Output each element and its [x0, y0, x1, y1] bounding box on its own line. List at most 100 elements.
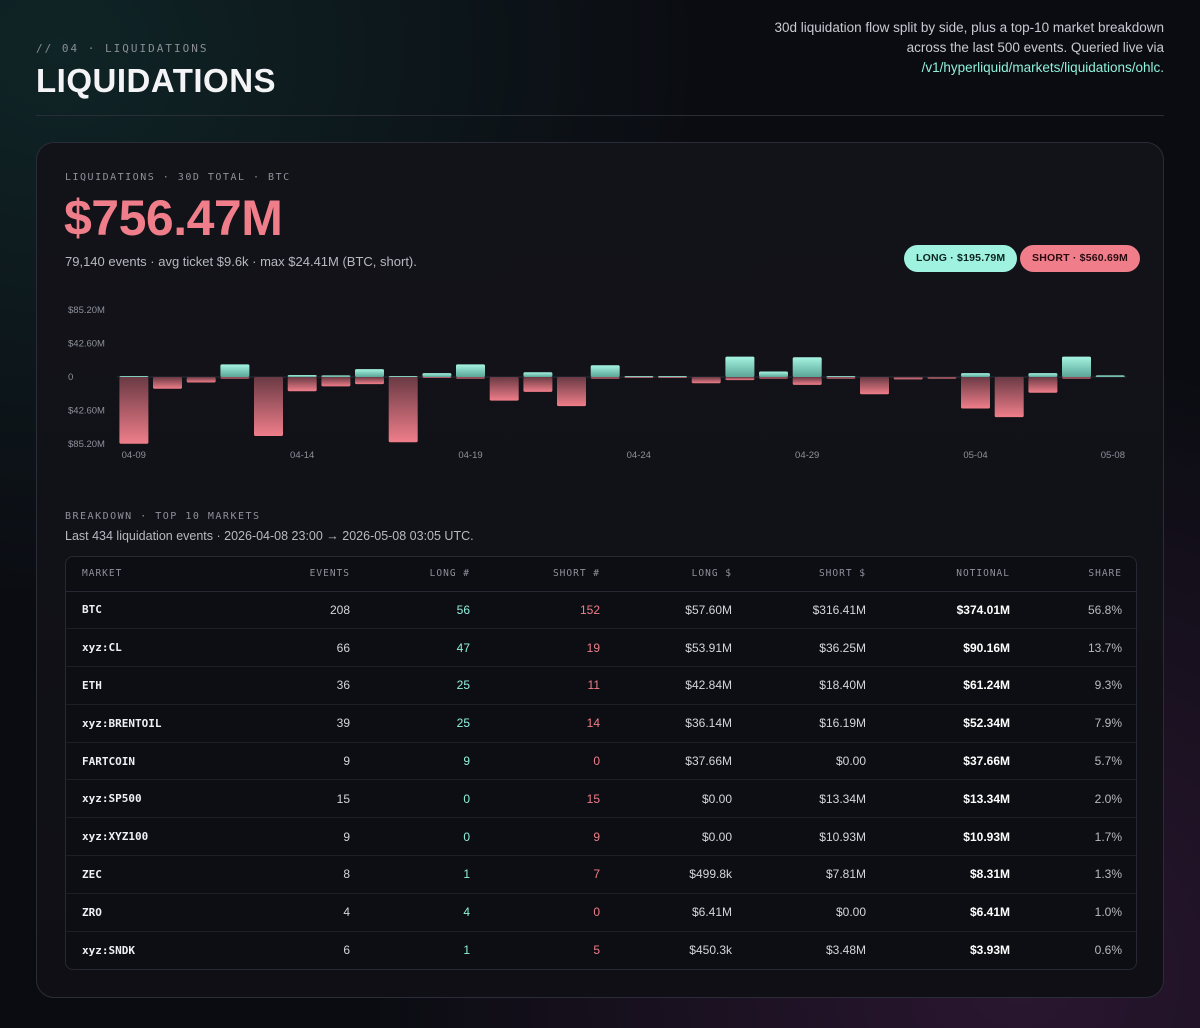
short-bar[interactable] — [860, 377, 889, 395]
cell-short-count: 152 — [486, 591, 616, 630]
liquidations-card: LIQUIDATIONS · 30D TOTAL · BTC $756.47M … — [36, 142, 1164, 998]
short-bar[interactable] — [254, 377, 283, 436]
cell-long-count: 25 — [366, 704, 486, 743]
cell-market: xyz:SNDK — [82, 943, 135, 957]
cell-events: 208 — [226, 591, 366, 630]
short-bar[interactable] — [186, 377, 216, 383]
cell-short-usd: $7.81M — [748, 855, 882, 894]
long-bar[interactable] — [220, 364, 250, 377]
long-bar[interactable] — [523, 372, 553, 377]
long-bar[interactable] — [725, 356, 755, 377]
column-header-notional[interactable]: NOTIONAL — [882, 557, 1026, 592]
long-bar[interactable] — [624, 376, 654, 377]
cell-short-usd: $13.34M — [748, 779, 882, 819]
short-bar[interactable] — [725, 377, 755, 381]
short-bar[interactable] — [826, 377, 856, 379]
short-bar[interactable] — [287, 377, 317, 392]
endpoint-link[interactable]: /v1/hyperliquid/markets/liquidations/ohl… — [921, 60, 1164, 75]
cell-long-count: 47 — [366, 628, 486, 668]
cell-short-usd: $0.00 — [748, 893, 882, 932]
short-bar[interactable] — [1062, 377, 1091, 379]
short-bar[interactable] — [927, 377, 957, 379]
long-bar[interactable] — [1062, 356, 1091, 377]
long-bar[interactable] — [388, 376, 418, 377]
table-row[interactable]: xyz:SP500 15 0 15 $0.00 $13.34M $13.34M 2.0% — [66, 779, 1136, 819]
short-bar[interactable] — [456, 377, 485, 379]
short-bar[interactable] — [624, 377, 654, 378]
short-bar[interactable] — [220, 377, 250, 379]
column-header-market[interactable]: MARKET — [66, 557, 226, 592]
y-tick-label: 0 — [68, 372, 73, 383]
cell-long-usd: $57.60M — [616, 591, 748, 630]
short-bar[interactable] — [153, 377, 182, 389]
cell-notional: $6.41M — [882, 893, 1026, 932]
cell-market: xyz:BRENTOIL — [66, 704, 226, 743]
table-header-row: MARKET EVENTS LONG # SHORT # LONG $ SHOR… — [66, 557, 1136, 592]
cell-short-count: 11 — [486, 666, 616, 705]
breakdown-table-container: MARKET EVENTS LONG # SHORT # LONG $ SHOR… — [65, 556, 1137, 970]
short-bar[interactable] — [355, 377, 384, 385]
long-bar[interactable] — [1028, 373, 1058, 377]
cell-short-count: 15 — [486, 779, 616, 819]
cell-long-usd: $53.91M — [616, 628, 748, 668]
cell-notional: $37.66M — [882, 742, 1026, 781]
column-header-share[interactable]: SHARE — [1026, 557, 1136, 592]
long-bar[interactable] — [119, 376, 149, 377]
header-description: 30d liquidation flow split by side, plus… — [744, 18, 1164, 78]
short-bar[interactable] — [792, 377, 822, 385]
cell-share: 5.7% — [1026, 742, 1136, 781]
column-header-short-usd[interactable]: SHORT $ — [748, 557, 882, 592]
table-row[interactable]: xyz:BRENTOIL 39 25 14 $36.14M $16.19M $52.34M 7… — [66, 704, 1136, 743]
breakdown-subtitle: Last 434 liquidation events · 2026-04-08… — [65, 529, 474, 543]
column-header-events[interactable]: EVENTS — [226, 557, 366, 592]
short-bar[interactable] — [1028, 377, 1058, 393]
short-bar[interactable] — [119, 377, 149, 444]
short-bar[interactable] — [489, 377, 519, 401]
table-row[interactable]: ZEC 8 1 7 $499.8k $7.81M $8.31M 1.3% — [66, 855, 1136, 894]
short-bar[interactable] — [388, 377, 418, 443]
long-bar[interactable] — [456, 364, 485, 377]
short-bar[interactable] — [994, 377, 1024, 418]
liquidation-chart: $85.20M $42.60M 0 $42.60M $85.20M 04-09 04-14 0… — [65, 295, 1141, 487]
table-row[interactable]: ETH 36 25 11 $42.84M $18.40M $61.24M 9.3% — [66, 666, 1136, 705]
long-bar[interactable] — [1095, 375, 1125, 377]
cell-share: 1.3% — [1026, 855, 1136, 894]
short-bar[interactable] — [961, 377, 990, 409]
cell-long-count: 4 — [366, 893, 486, 932]
long-bar[interactable] — [321, 375, 351, 377]
cell-short-usd: $3.48M — [825, 943, 866, 958]
long-bar[interactable] — [658, 376, 687, 377]
short-bar[interactable] — [691, 377, 721, 384]
column-header-long-count[interactable]: LONG # — [366, 557, 486, 592]
short-bar[interactable] — [759, 377, 788, 379]
short-bar[interactable] — [557, 377, 586, 407]
short-bar[interactable] — [321, 377, 351, 387]
table-row[interactable]: xyz:CL 66 47 19 $53.91M $36.25M $90.16M 13.7% — [66, 628, 1136, 668]
long-bar[interactable] — [355, 369, 384, 377]
table-row[interactable]: ZRO 4 4 0 $6.41M $0.00 $6.41M 1.0% — [66, 893, 1136, 932]
long-bar[interactable] — [826, 376, 856, 377]
long-bar[interactable] — [590, 365, 620, 377]
short-bar[interactable] — [590, 377, 620, 379]
table-row[interactable]: xyz:SNDK 6 1 5 $450.3k $3.48M $3.93M 0.6% — [66, 931, 1136, 969]
long-bar[interactable] — [792, 357, 822, 377]
y-tick-label: $42.60M — [68, 339, 105, 350]
short-bar[interactable] — [422, 377, 452, 378]
column-header-short-count[interactable]: SHORT # — [486, 557, 616, 592]
cell-market: ETH — [66, 666, 226, 705]
column-header-long-usd[interactable]: LONG $ — [616, 557, 748, 592]
cell-short-count: 7 — [486, 855, 616, 894]
table-row[interactable]: xyz:XYZ100 9 0 9 $0.00 $10.93M $10.93M 1.7% — [66, 817, 1136, 857]
long-bar[interactable] — [961, 373, 990, 377]
short-bar[interactable] — [658, 377, 687, 378]
long-bar[interactable] — [287, 375, 317, 377]
table-row[interactable]: BTC 208 56 152 $57.60M $316.41M $374.01M 56.8% — [66, 591, 1136, 630]
cell-market: ZEC — [66, 855, 226, 894]
table-row[interactable]: FARTCOIN 9 9 0 $37.66M $0.00 $37.66M 5.7% — [66, 742, 1136, 781]
cell-long-count: 1 — [366, 855, 486, 894]
page-header: // 04 · LIQUIDATIONS LIQUIDATIONS 30d li… — [36, 18, 1164, 116]
short-bar[interactable] — [893, 377, 923, 380]
long-bar[interactable] — [422, 373, 452, 377]
short-bar[interactable] — [523, 377, 553, 392]
long-bar[interactable] — [759, 371, 788, 378]
